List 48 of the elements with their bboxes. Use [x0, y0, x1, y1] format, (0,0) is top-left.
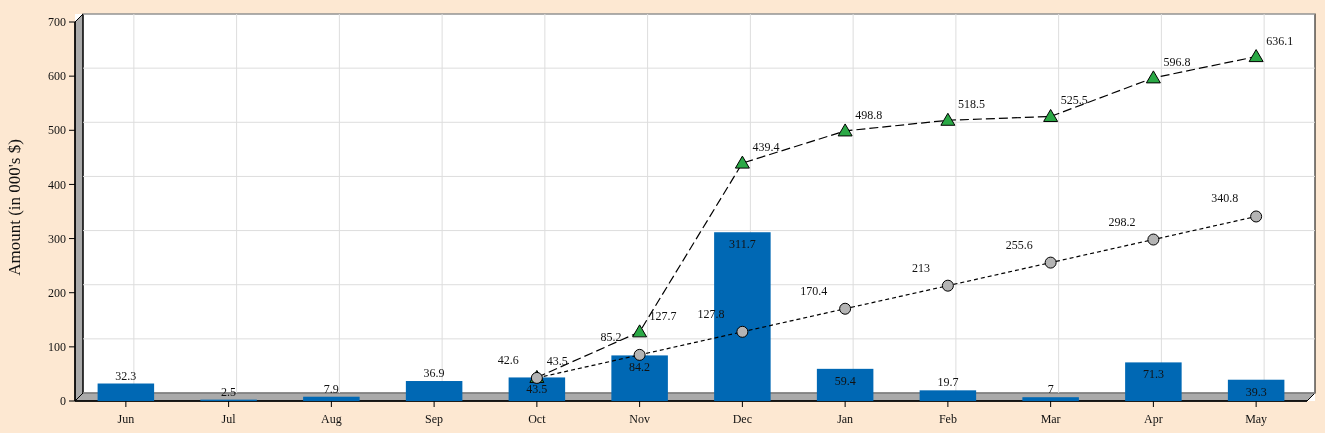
- x-tick-label: Mar: [1040, 412, 1061, 426]
- x-tick-label: Oct: [528, 412, 547, 426]
- y-tick-label: 100: [48, 340, 66, 355]
- y-axis-title: Amount (in 000's $): [5, 139, 24, 276]
- x-tick-label: May: [1245, 412, 1268, 426]
- data-label: 19.7: [937, 375, 959, 390]
- data-label: 43.5: [546, 354, 568, 369]
- x-tick-label: Nov: [629, 412, 650, 426]
- data-label: 71.3: [1142, 367, 1164, 382]
- data-label: 39.3: [1245, 384, 1267, 399]
- data-label: 127.7: [649, 308, 677, 323]
- y-tick-label: 300: [48, 231, 66, 246]
- data-label: 525.5: [1060, 93, 1088, 108]
- y-tick-label: 400: [48, 177, 66, 192]
- data-label: 596.8: [1163, 54, 1191, 69]
- data-label: 311.7: [729, 237, 756, 252]
- data-label: 636.1: [1266, 33, 1294, 48]
- data-label: 2.5: [221, 384, 237, 399]
- x-tick-label: Jul: [221, 412, 237, 426]
- x-tick-label: Apr: [1144, 412, 1163, 426]
- y-tick-label: 500: [48, 123, 66, 138]
- data-label: 170.4: [800, 283, 828, 298]
- data-label: 32.3: [115, 368, 137, 383]
- data-label: 7.9: [323, 381, 339, 396]
- data-label: 340.8: [1211, 191, 1239, 206]
- data-label: 7: [1047, 382, 1054, 397]
- data-label: 84.2: [629, 360, 651, 375]
- data-label: 213: [911, 260, 930, 275]
- data-label: 255.6: [1005, 237, 1033, 252]
- data-label: 59.4: [834, 373, 856, 388]
- y-tick-label: 700: [48, 15, 66, 30]
- x-tick-label: Jun: [117, 412, 135, 426]
- data-label: 36.9: [423, 366, 445, 381]
- data-label: 42.6: [497, 352, 519, 367]
- x-tick-label: Aug: [321, 412, 342, 426]
- y-tick-label: 0: [60, 394, 66, 409]
- x-tick-label: Dec: [732, 412, 753, 426]
- data-label: 298.2: [1108, 214, 1136, 229]
- x-tick-label: Jan: [837, 412, 854, 426]
- x-tick-label: Feb: [938, 412, 957, 426]
- data-label: 439.4: [752, 140, 780, 155]
- data-label: 498.8: [855, 107, 883, 122]
- data-label: 85.2: [600, 329, 622, 344]
- y-tick-label: 600: [48, 69, 66, 84]
- y-tick-label: 200: [48, 285, 66, 300]
- x-tick-label: Sep: [425, 412, 444, 426]
- data-label: 43.5: [526, 382, 548, 397]
- data-label: 518.5: [957, 97, 985, 112]
